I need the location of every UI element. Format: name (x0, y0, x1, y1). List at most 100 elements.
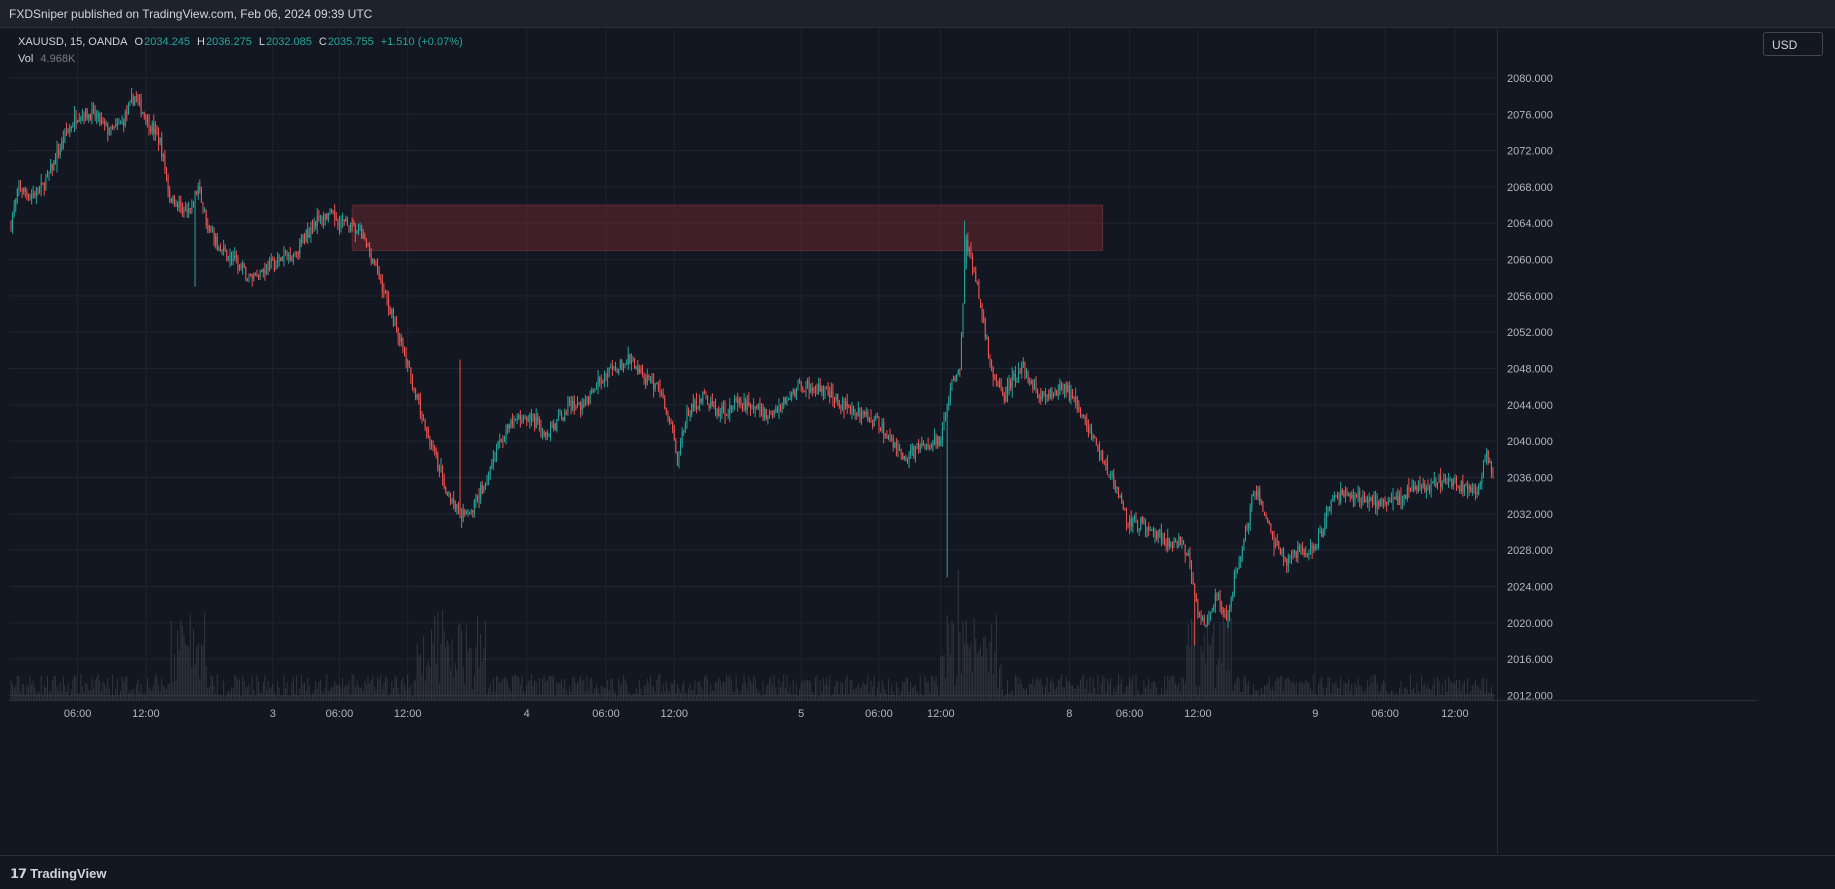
chart-pane[interactable]: 2080.000 2076.000 2072.000 2068.000 2064.000… (9, 28, 1757, 854)
volume-bar (721, 685, 723, 700)
currency-button[interactable]: USD (1763, 32, 1823, 56)
candle-body (657, 383, 659, 390)
volume-bar (23, 683, 25, 700)
candle-body (440, 466, 442, 471)
volume-bar (1343, 682, 1345, 700)
candle-body (699, 398, 701, 408)
tradingview-logo[interactable]: 𝟭𝟳 TradingView (10, 866, 106, 882)
candle-body (350, 222, 352, 232)
volume-bar (1248, 680, 1250, 700)
candle-body (554, 423, 556, 430)
volume-bar (1227, 623, 1229, 700)
candle-body (1108, 474, 1110, 476)
volume-bar (1214, 687, 1216, 700)
candle-body (927, 444, 929, 446)
candle-body (1335, 495, 1337, 497)
volume-bar (105, 687, 107, 700)
candle-body (838, 400, 840, 408)
candle-body (150, 128, 152, 132)
candle-body (1416, 486, 1418, 492)
candle-body (199, 186, 201, 190)
candle-body (868, 418, 870, 421)
volume-bar (1430, 690, 1432, 700)
x-tick-label: 06:00 (1116, 708, 1144, 720)
volume-bar (378, 679, 380, 700)
candle-body (100, 120, 102, 124)
volume-bar (58, 690, 60, 700)
volume-bar (199, 678, 201, 700)
volume-bar (10, 679, 12, 700)
volume-bar (492, 678, 494, 700)
volume-bar (161, 677, 163, 700)
candle-body (497, 441, 499, 448)
volume-bar (1467, 678, 1469, 700)
volume-bar (1003, 695, 1005, 700)
volume-bar (1360, 686, 1362, 700)
candle-body (231, 254, 233, 262)
volume-bar (1098, 694, 1100, 700)
volume-bar (24, 694, 26, 700)
candle-body (192, 203, 194, 208)
candle-body (338, 225, 340, 227)
volume-bar (1178, 682, 1180, 700)
candle-body (867, 411, 869, 421)
volume-bar (1206, 622, 1208, 700)
candle-body (80, 118, 82, 121)
candle-body (559, 413, 561, 416)
volume-bar (470, 647, 472, 700)
volume-bar (597, 688, 599, 700)
volume-bar (267, 681, 269, 700)
candle-body (10, 223, 12, 230)
candle-body (413, 388, 415, 391)
volume-bar (442, 610, 444, 700)
volume-bar (1222, 614, 1224, 700)
volume-bar (829, 675, 831, 700)
candle-body (791, 393, 793, 399)
volume-bar (1273, 690, 1275, 700)
volume-bar (1122, 693, 1124, 700)
candle-body (50, 163, 52, 172)
volume-bar (738, 694, 740, 700)
candle-body (319, 216, 321, 218)
volume-bar (1444, 678, 1446, 700)
volume-bar (1041, 685, 1043, 700)
candle-body (1386, 502, 1388, 504)
candle-body (259, 270, 261, 278)
volume-bar (1292, 681, 1294, 700)
candle-body (1422, 482, 1424, 488)
volume-bar (1373, 674, 1375, 700)
volume-bar (1084, 689, 1086, 700)
volume-bar (356, 679, 358, 700)
volume-bar (1173, 676, 1175, 700)
candle-body (642, 373, 644, 377)
volume-bar (510, 691, 512, 700)
candle-body (1137, 521, 1139, 529)
y-tick-label: 2056.000 (1507, 291, 1553, 303)
volume-bar (258, 681, 260, 700)
volume-bar (1395, 692, 1397, 700)
volume-bar (886, 693, 888, 700)
volume-bar (1351, 683, 1353, 700)
candle-body (208, 225, 210, 231)
volume-bar (194, 664, 196, 700)
candle-body (1341, 489, 1343, 495)
y-tick-label: 2052.000 (1507, 327, 1553, 339)
candle-body (1132, 519, 1134, 527)
candle-body (369, 246, 371, 254)
price-chart[interactable]: 2080.0002076.0002072.0002068.0002064.000… (9, 28, 1757, 854)
volume-bar (792, 679, 794, 700)
volume-bar (799, 688, 801, 700)
volume-bar (332, 686, 334, 700)
candle-body (829, 394, 831, 398)
candle-body (129, 100, 131, 106)
volume-bar (327, 691, 329, 700)
candle-body (1492, 471, 1494, 478)
volume-bar (70, 689, 72, 700)
candle-body (107, 124, 109, 135)
candle-body (1383, 498, 1385, 503)
candle-body (235, 255, 237, 258)
volume-bar (964, 642, 966, 700)
volume-bar (1352, 695, 1354, 700)
volume-bar (488, 688, 490, 700)
volume-bar (549, 676, 551, 700)
